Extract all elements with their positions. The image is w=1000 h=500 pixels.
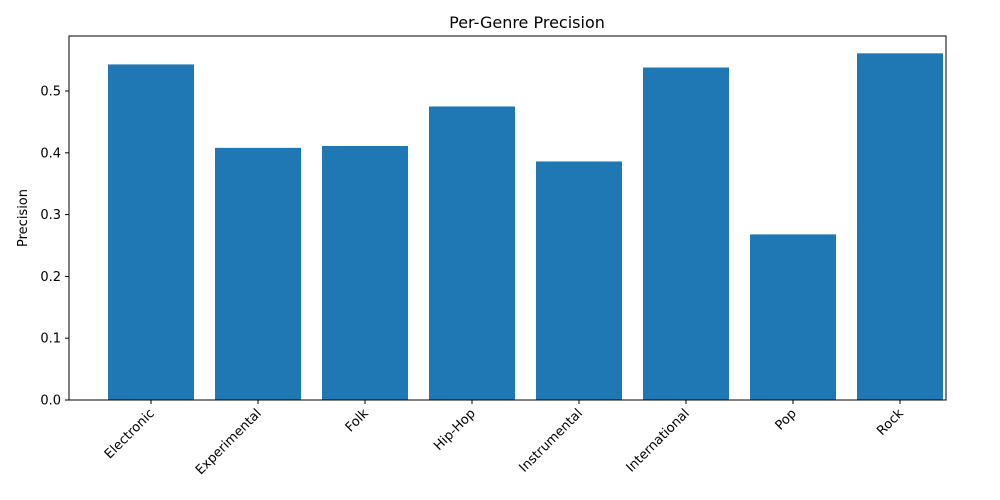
x-tick-label: Electronic [102, 406, 158, 462]
x-tick-label: Hip-Hop [431, 406, 479, 454]
x-tick-label: Pop [773, 406, 800, 433]
bar-pop [750, 234, 836, 400]
x-tick-label: Folk [343, 406, 372, 435]
y-axis-label: Precision [16, 189, 31, 247]
plot-frame [68, 35, 947, 401]
x-tick-label: Instrumental [516, 406, 585, 475]
x-tick-label: Rock [874, 406, 907, 439]
y-tick-label: 0.3 [40, 208, 61, 223]
bar-electronic [108, 64, 194, 400]
bar-experimental [215, 147, 301, 400]
y-tick-label: 0.5 [40, 85, 61, 100]
y-axis-ticks: 0.0 0.1 0.2 0.3 0.4 0.5 [40, 85, 69, 409]
y-tick-label: 0.1 [40, 332, 61, 347]
bar-international [643, 67, 729, 401]
y-tick-label: 0.4 [40, 146, 61, 161]
x-tick-label: Experimental [193, 406, 265, 478]
x-axis-ticks: Electronic Experimental Folk Hip-Hop Instrum… [102, 400, 907, 478]
x-tick-label: International [624, 406, 693, 475]
y-tick-label: 0.2 [40, 270, 61, 285]
bar-folk [322, 146, 408, 400]
bar-hip-hop [429, 106, 515, 401]
chart-title: Per-Genre Precision [449, 13, 605, 32]
bars-group [108, 53, 943, 401]
bar-rock [857, 53, 943, 401]
y-tick-label: 0.0 [40, 394, 61, 409]
bar-instrumental [536, 161, 622, 400]
